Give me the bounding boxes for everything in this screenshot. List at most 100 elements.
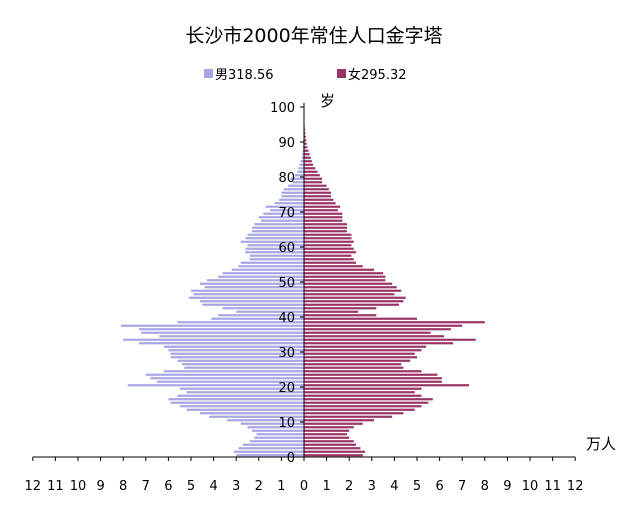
bar-male-age-13 bbox=[186, 409, 304, 411]
bar-male-age-75 bbox=[281, 192, 304, 194]
bar-female-age-84 bbox=[304, 160, 312, 162]
bar-female-age-0 bbox=[304, 454, 363, 456]
bar-male-age-84 bbox=[301, 160, 304, 162]
bar-male-age-83 bbox=[299, 164, 304, 166]
bar-male-age-58 bbox=[245, 251, 304, 253]
x-tick-label: 6 bbox=[164, 479, 172, 494]
bar-female-age-64 bbox=[304, 230, 347, 232]
bar-male-age-16 bbox=[168, 398, 304, 400]
bar-male-age-81 bbox=[297, 171, 304, 173]
x-tick-label: 11 bbox=[47, 479, 64, 494]
bar-male-age-63 bbox=[248, 234, 305, 236]
x-tick-label: 7 bbox=[142, 479, 150, 494]
legend: 男318.56 女295.32 bbox=[204, 67, 407, 83]
bar-female-age-6 bbox=[304, 433, 347, 435]
bar-female-age-61 bbox=[304, 241, 354, 243]
bar-male-age-14 bbox=[180, 405, 304, 407]
bar-male-age-25 bbox=[184, 367, 304, 369]
bar-female-age-16 bbox=[304, 398, 433, 400]
bar-female-age-74 bbox=[304, 195, 331, 197]
bar-female-age-23 bbox=[304, 374, 437, 376]
x-tick-label: 5 bbox=[187, 479, 195, 494]
bar-male-age-3 bbox=[243, 444, 304, 446]
bar-female-age-10 bbox=[304, 419, 374, 421]
bar-female-age-18 bbox=[304, 391, 415, 393]
legend-label-male: 男318.56 bbox=[215, 68, 274, 83]
bar-female-age-19 bbox=[304, 388, 422, 390]
x-tick-label: 8 bbox=[119, 479, 127, 494]
y-tick-label: 70 bbox=[278, 206, 295, 221]
bar-female-age-77 bbox=[304, 185, 327, 187]
bar-female-age-4 bbox=[304, 440, 354, 442]
bar-female-age-1 bbox=[304, 451, 365, 453]
bar-female-age-79 bbox=[304, 178, 322, 180]
chart-title: 长沙市2000年常住人口金字塔 bbox=[185, 25, 442, 47]
bar-male-age-46 bbox=[193, 293, 304, 295]
bar-female-age-80 bbox=[304, 174, 320, 176]
bar-male-age-36 bbox=[139, 328, 304, 330]
bar-male-age-56 bbox=[250, 258, 304, 260]
x-tick-label: 1 bbox=[277, 479, 285, 494]
bar-female-age-73 bbox=[304, 199, 333, 201]
bar-female-age-50 bbox=[304, 279, 385, 281]
bar-female-age-49 bbox=[304, 283, 392, 285]
y-tick-label: 50 bbox=[278, 276, 295, 291]
bar-female-age-11 bbox=[304, 416, 392, 418]
x-tick-label: 4 bbox=[209, 479, 217, 494]
bar-male-age-22 bbox=[150, 377, 304, 379]
legend-swatch-male bbox=[204, 69, 213, 78]
bar-female-age-36 bbox=[304, 328, 451, 330]
bar-female-age-25 bbox=[304, 367, 403, 369]
x-tick-label: 4 bbox=[390, 479, 398, 494]
y-tick-label: 90 bbox=[278, 136, 295, 151]
bar-female-age-78 bbox=[304, 181, 322, 183]
bar-male-age-33 bbox=[123, 339, 304, 341]
bar-female-age-67 bbox=[304, 220, 342, 222]
legend-swatch-female bbox=[337, 69, 346, 78]
x-tick-label: 2 bbox=[345, 479, 353, 494]
bar-female-age-15 bbox=[304, 402, 428, 404]
y-tick-label: 10 bbox=[278, 416, 295, 431]
bar-male-age-23 bbox=[146, 374, 304, 376]
x-tick-label: 8 bbox=[481, 479, 489, 494]
bar-female-age-57 bbox=[304, 255, 351, 257]
x-tick-label: 10 bbox=[70, 479, 87, 494]
bar-female-age-86 bbox=[304, 153, 310, 155]
bar-male-age-60 bbox=[248, 244, 305, 246]
bar-female-age-14 bbox=[304, 405, 422, 407]
bar-female-age-62 bbox=[304, 237, 351, 239]
bar-female-age-69 bbox=[304, 213, 342, 215]
bar-female-age-59 bbox=[304, 248, 354, 250]
bar-female-age-41 bbox=[304, 311, 358, 313]
bar-female-age-42 bbox=[304, 307, 376, 309]
bar-female-age-81 bbox=[304, 171, 318, 173]
bar-female-age-22 bbox=[304, 377, 442, 379]
bar-female-age-33 bbox=[304, 339, 476, 341]
bar-female-age-37 bbox=[304, 325, 462, 327]
x-tick-label: 12 bbox=[25, 479, 42, 494]
bar-male-age-80 bbox=[295, 174, 304, 176]
bar-male-age-76 bbox=[284, 188, 304, 190]
bar-female-age-8 bbox=[304, 426, 354, 428]
bar-female-age-75 bbox=[304, 192, 331, 194]
bar-female-age-3 bbox=[304, 444, 356, 446]
bar-male-age-5 bbox=[254, 437, 304, 439]
bar-female-age-83 bbox=[304, 164, 313, 166]
bar-female-age-38 bbox=[304, 321, 485, 323]
x-tick-label: 10 bbox=[522, 479, 539, 494]
bar-male-age-72 bbox=[275, 202, 304, 204]
bar-female-age-7 bbox=[304, 430, 349, 432]
legend-label-female: 女295.32 bbox=[348, 67, 407, 83]
bar-male-age-65 bbox=[252, 227, 304, 229]
bar-male-age-34 bbox=[159, 335, 304, 337]
bar-female-age-17 bbox=[304, 395, 422, 397]
bar-female-age-65 bbox=[304, 227, 347, 229]
bars-group bbox=[121, 111, 485, 456]
bar-female-age-29 bbox=[304, 353, 415, 355]
bar-male-age-24 bbox=[164, 370, 304, 372]
y-tick-label: 40 bbox=[278, 311, 295, 326]
y-tick-label: 100 bbox=[270, 101, 295, 116]
